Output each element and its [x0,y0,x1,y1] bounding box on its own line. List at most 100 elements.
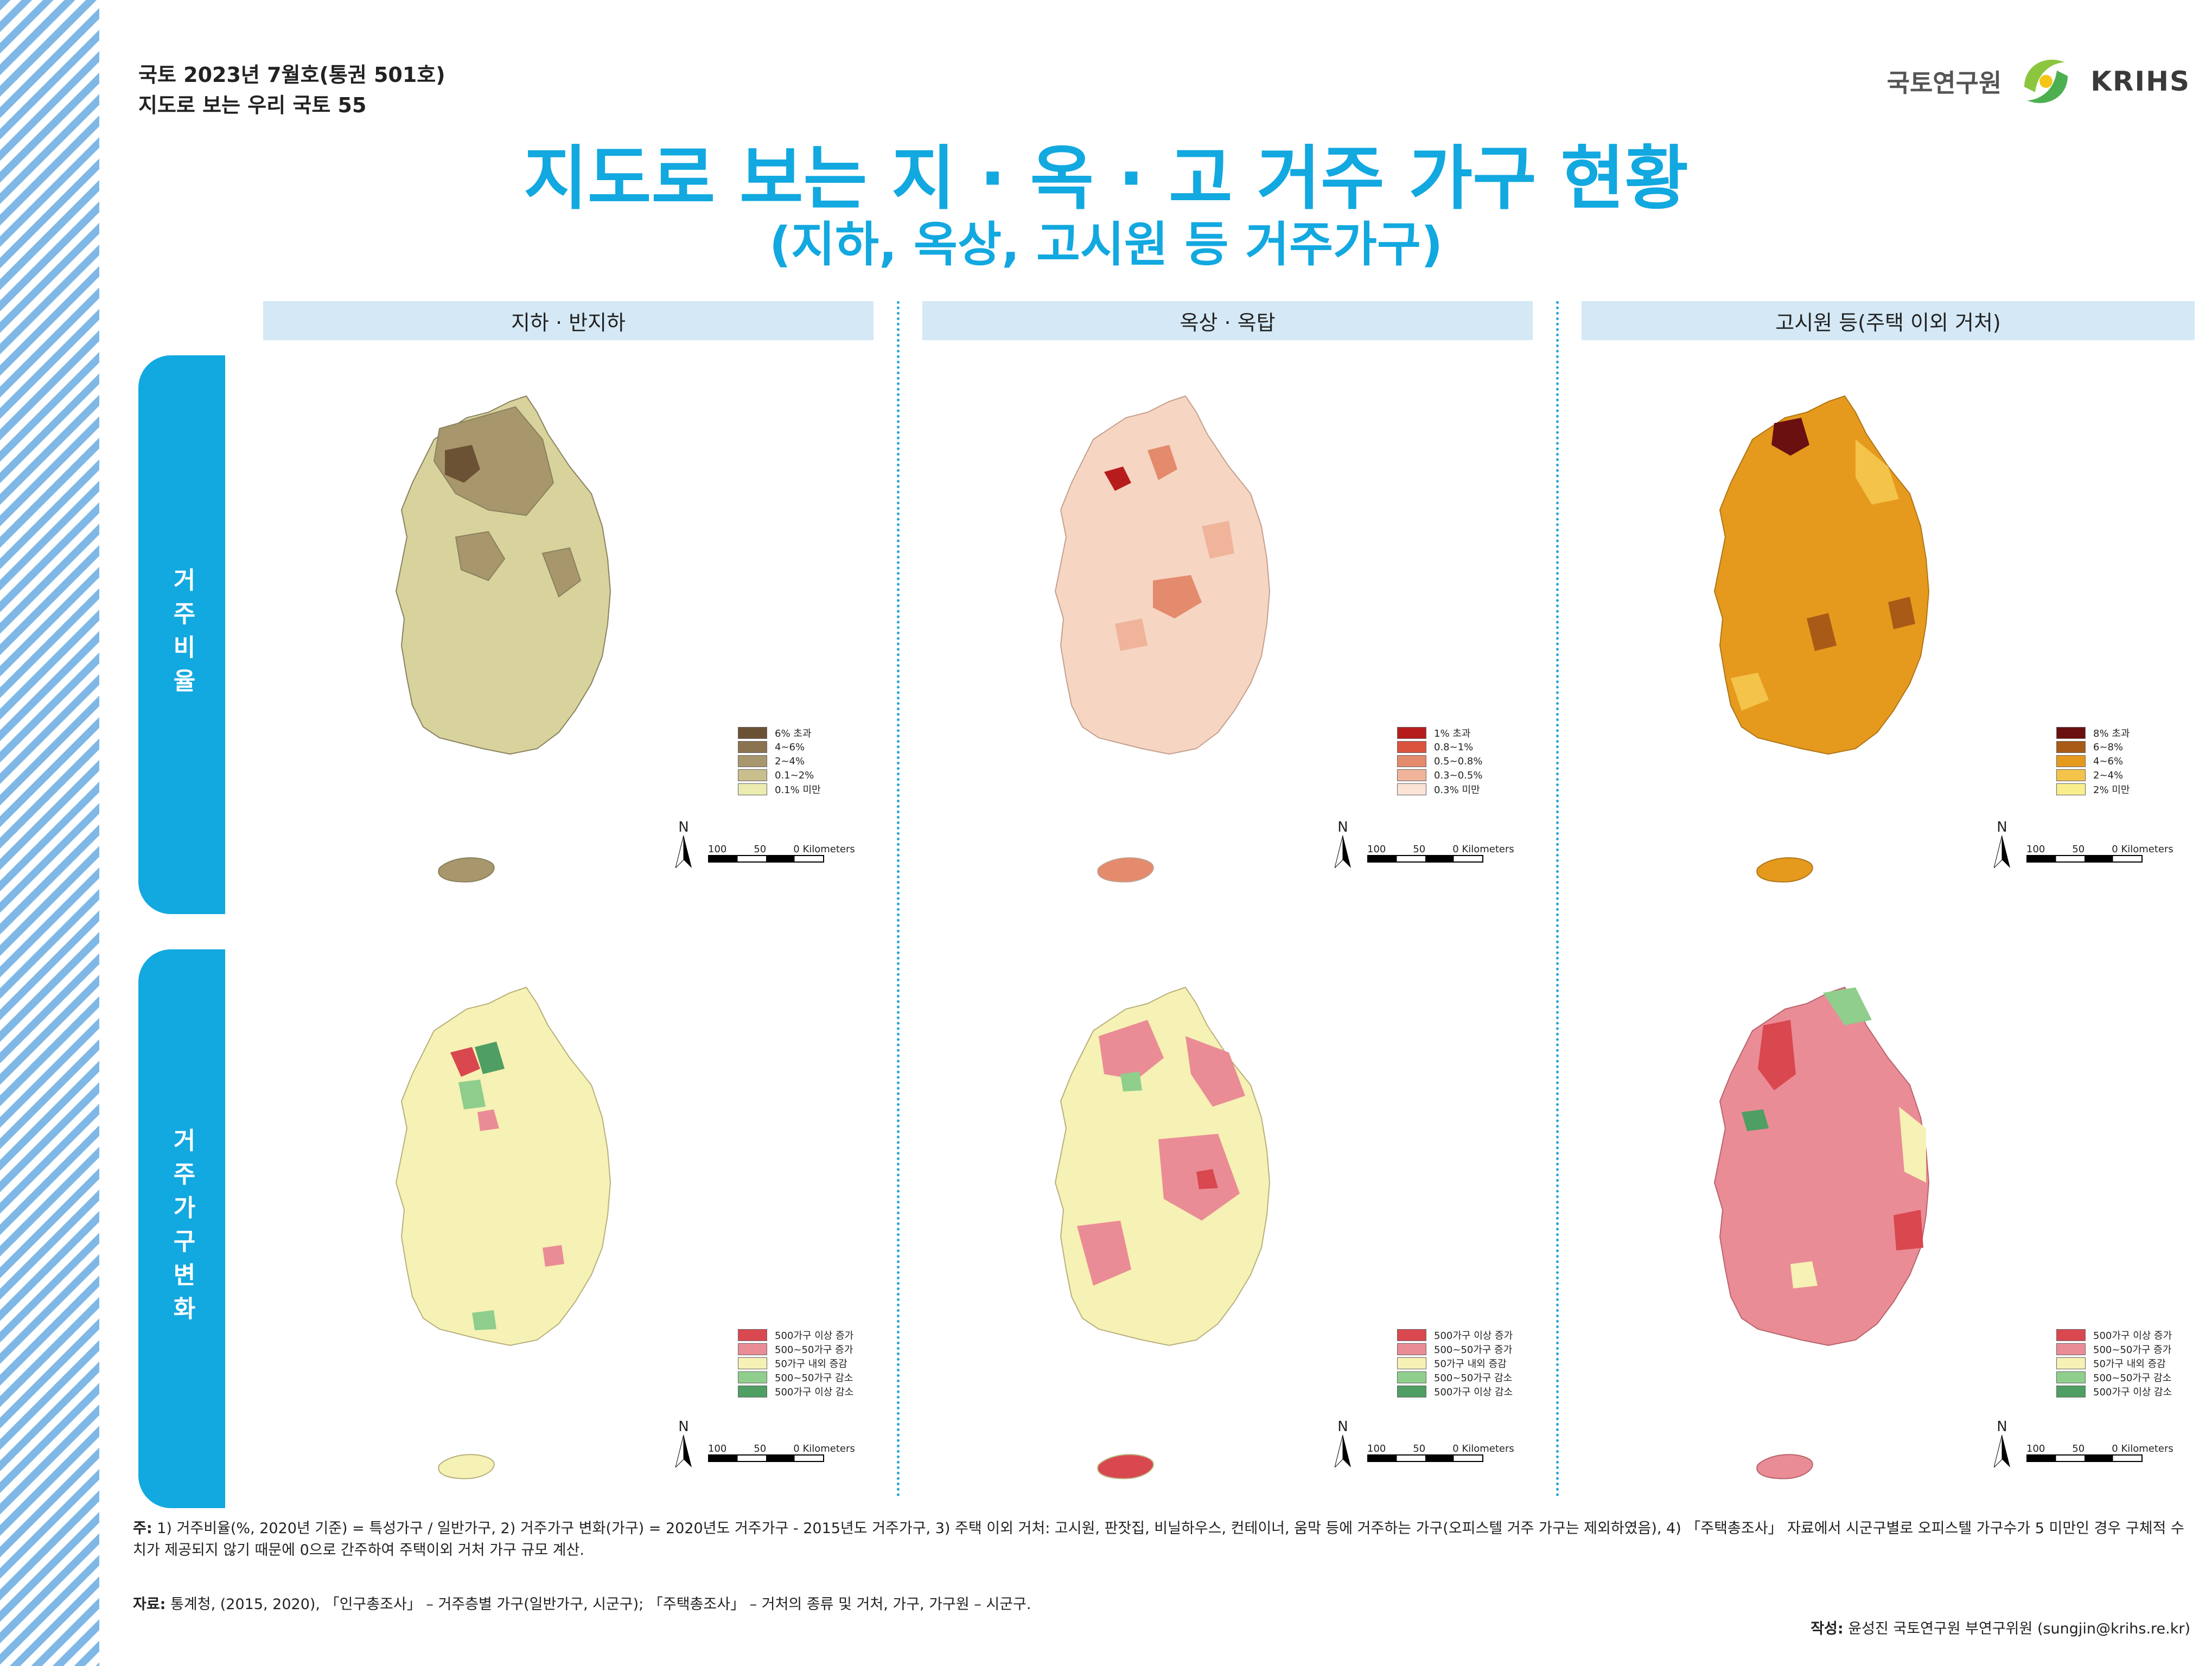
brand-korean: 국토연구원 [1886,68,2002,98]
legend-item: 4~6% [738,740,821,754]
jeju-rooftop-change [1097,1454,1154,1479]
legend-item: 500~50가구 증가 [738,1342,853,1356]
map-gosiwon-change [1714,987,1929,1346]
issue-line-1: 국토 2023년 7월호(통권 501호) [138,63,445,87]
legend-label: 500~50가구 증가 [775,1344,853,1356]
notes-text: 1) 거주비율(%, 2020년 기준) = 특성가구 / 일반가구, 2) 거… [133,1520,2184,1559]
legend-item: 0.5~0.8% [1397,754,1482,768]
scale-label: 100 [708,844,727,855]
legend-label: 500~50가구 감소 [1434,1373,1513,1384]
north-arrow: N [675,819,692,872]
scalebar: 100 50 0 Kilometers [708,844,855,863]
footnotes: 주: 1) 거주비율(%, 2020년 기준) = 특성가구 / 일반가구, 2… [133,1518,2195,1561]
decorative-stripe [0,0,99,1666]
legend-item: 0.1~2% [738,768,821,782]
legend-label: 500~50가구 감소 [2093,1373,2172,1384]
north-arrow-icon [1334,835,1351,869]
legend-item: 500~50가구 증가 [2056,1342,2172,1356]
notes-label: 주: [133,1520,152,1537]
map-basement-change [396,987,611,1346]
source: 자료: 통계청, (2015, 2020), 「인구총조사」 – 거주층별 가구… [133,1592,1031,1613]
scale-label: 100 [1367,844,1386,855]
scalebar: 100 50 0 Kilometers [1367,844,1514,863]
map-rooftop-ratio [1055,395,1270,755]
row-label-ratio: 거주비율 [168,567,196,702]
north-arrow-icon [1334,1434,1351,1469]
legend-label: 50가구 내외 증감 [1434,1358,1507,1370]
row-tab-change: 거주가구변화 [138,949,225,1508]
legend-label: 4~6% [2093,755,2124,767]
legend-item: 8% 초과 [2056,726,2130,740]
scale-label: 0 Kilometers [2112,1443,2173,1454]
column-divider [897,301,900,1497]
issue-info: 국토 2023년 7월호(통권 501호) 지도로 보는 우리 국토 55 [138,60,445,120]
legend-label: 0.8~1% [1434,741,1474,753]
scale-label: 0 Kilometers [793,844,855,855]
map-rooftop-change [1055,987,1270,1346]
legend-item: 500가구 이상 증가 [1397,1328,1513,1342]
legend-label: 50가구 내외 증감 [2093,1358,2166,1370]
jeju-gosiwon-ratio [1756,857,1813,883]
legend-label: 500~50가구 감소 [775,1373,853,1384]
legend-item: 0.3% 미만 [1397,782,1482,796]
legend-item: 0.1% 미만 [738,782,821,796]
legend-label: 500가구 이상 감소 [775,1387,854,1398]
legend-label: 500가구 이상 증가 [2093,1330,2172,1342]
page-title: 지도로 보는 지 · 옥 · 고 거주 가구 현황 [524,138,1688,219]
scale-label: 50 [2072,1443,2085,1454]
jeju-basement-change [438,1454,495,1479]
scale-label: 100 [2026,844,2045,855]
scale-label: 0 Kilometers [793,1443,855,1454]
legend-item: 2% 미만 [2056,782,2130,796]
legend-label: 500~50가구 증가 [2093,1344,2172,1356]
scale-label: 50 [2072,844,2085,855]
legend-item: 500가구 이상 감소 [738,1384,853,1399]
jeju-gosiwon-change [1756,1454,1813,1479]
north-arrow: N [1993,819,2010,872]
north-label: N [678,819,689,835]
legend-item: 500가구 이상 감소 [2056,1384,2172,1399]
legend-item: 4~6% [2056,754,2130,768]
scale-label: 100 [708,1443,727,1454]
legend-gosiwon-ratio: 8% 초과 6~8% 4~6% 2~4% 2% 미만 [2056,726,2130,796]
legend-item: 500~50가구 감소 [1397,1370,1513,1384]
scalebar: 100 50 0 Kilometers [708,1443,855,1462]
scale-label: 50 [1413,844,1426,855]
column-header-rooftop: 옥상 · 옥탑 [922,301,1533,340]
scalebar: 100 50 0 Kilometers [2026,844,2173,863]
legend-label: 6% 초과 [775,728,812,739]
scale-label: 50 [754,844,767,855]
scale-label: 0 Kilometers [1452,844,1514,855]
legend-label: 0.3~0.5% [1434,769,1483,781]
north-label: N [1337,1419,1348,1435]
legend-rooftop-change: 500가구 이상 증가 500~50가구 증가 50가구 내외 증감 500~5… [1397,1328,1513,1399]
legend-item: 500~50가구 감소 [2056,1370,2172,1384]
legend-item: 50가구 내외 증감 [738,1356,853,1370]
legend-item: 500~50가구 감소 [738,1370,853,1384]
legend-label: 50가구 내외 증감 [775,1358,847,1370]
legend-basement-change: 500가구 이상 증가 500~50가구 증가 50가구 내외 증감 500~5… [738,1328,853,1399]
north-arrow: N [1334,819,1351,872]
scale-label: 100 [2026,1443,2045,1454]
legend-label: 8% 초과 [2093,728,2130,739]
north-arrow: N [1334,1419,1351,1471]
row-tab-ratio: 거주비율 [138,355,225,914]
source-label: 자료: [133,1596,166,1613]
brand: 국토연구원 KRIHS [1887,49,2190,114]
legend-item: 500가구 이상 증가 [2056,1328,2172,1342]
column-header-gosiwon: 고시원 등(주택 이외 거처) [1582,301,2195,340]
column-divider [1556,301,1559,1497]
legend-label: 500~50가구 증가 [1434,1344,1513,1356]
north-arrow: N [675,1419,692,1471]
legend-label: 2~4% [775,755,805,767]
legend-item: 500가구 이상 증가 [738,1328,853,1342]
legend-label: 1% 초과 [1434,728,1471,739]
legend-gosiwon-change: 500가구 이상 증가 500~50가구 증가 50가구 내외 증감 500~5… [2056,1328,2172,1399]
north-arrow-icon [1993,835,2010,869]
legend-label: 0.3% 미만 [1434,784,1480,796]
legend-label: 0.1~2% [775,769,814,781]
north-arrow-icon [1993,1434,2010,1469]
north-label: N [1997,819,2007,835]
author-label: 작성: [1811,1620,1844,1637]
legend-item: 1% 초과 [1397,726,1482,740]
